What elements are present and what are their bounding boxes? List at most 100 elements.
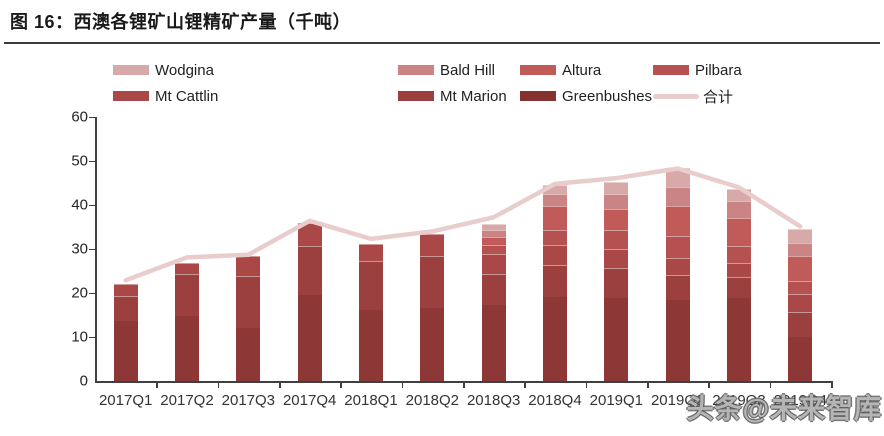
- y-axis-tick: [89, 292, 95, 294]
- legend-label: Altura: [562, 61, 602, 79]
- legend-line-swatch: [653, 93, 699, 99]
- legend-color-swatch: [113, 91, 149, 101]
- bar-segment: [543, 229, 567, 245]
- legend-label: Pilbara: [695, 61, 742, 79]
- legend-label: 合计: [703, 88, 734, 106]
- bar-segment: [665, 299, 690, 381]
- y-axis-label: 0: [79, 372, 88, 390]
- bar-segment: [297, 246, 322, 295]
- bar-segment: [543, 185, 567, 195]
- bar-segment: [665, 205, 690, 237]
- bar-segment: [297, 222, 322, 247]
- y-axis-tick: [89, 160, 95, 162]
- bar-segment: [175, 315, 199, 381]
- bar-segment: [481, 237, 506, 245]
- watermark: 头条@未来智库: [686, 394, 882, 424]
- bar-segment: [665, 168, 690, 188]
- y-axis-tick: [89, 204, 95, 206]
- bar-segment: [113, 320, 138, 381]
- x-axis-line: [95, 381, 833, 383]
- x-axis-tick: [463, 383, 465, 388]
- bar-segment: [788, 311, 813, 337]
- bar-segment: [665, 274, 690, 300]
- x-axis-tick: [340, 383, 342, 388]
- legend-color-swatch: [113, 65, 149, 75]
- bar-segment: [604, 194, 629, 209]
- bar-segment: [665, 187, 690, 206]
- x-axis-label: 2018Q1: [344, 392, 398, 409]
- x-axis-label: 2017Q3: [221, 392, 276, 409]
- bar-segment: [175, 263, 199, 274]
- legend-item-wodgina: Wodgina: [113, 61, 214, 79]
- bar-segment: [788, 294, 813, 312]
- bar-segment: [359, 243, 383, 262]
- x-axis-tick: [401, 383, 404, 388]
- bar-segment: [604, 229, 629, 249]
- legend-color-swatch: [398, 65, 434, 75]
- bar-segment: [236, 328, 261, 381]
- bar-segment: [420, 307, 445, 381]
- x-axis-label: 2017Q2: [160, 392, 214, 409]
- bar-segment: [359, 309, 383, 381]
- x-axis-tick: [217, 383, 220, 388]
- bar-segment: [788, 281, 813, 295]
- x-axis-tick: [279, 383, 281, 388]
- bar-segment: [604, 249, 629, 269]
- legend-color-swatch: [520, 65, 556, 75]
- bar-segment: [788, 256, 813, 282]
- x-axis-label: 2018Q2: [405, 392, 460, 409]
- legend-item-altura: Altura: [520, 61, 601, 79]
- bar-segment: [481, 223, 506, 230]
- bar-segment: [481, 244, 506, 254]
- legend-item-pilbara: Pilbara: [653, 61, 742, 79]
- legend-label: Wodgina: [155, 61, 214, 79]
- bar-segment: [543, 205, 567, 230]
- y-axis-label: 20: [71, 284, 88, 302]
- legend-label: Mt Cattlin: [155, 87, 219, 105]
- bar-segment: [604, 297, 629, 381]
- bar-segment: [543, 244, 567, 265]
- legend-item-mt-marion: Mt Marion: [398, 87, 507, 105]
- bar-segment: [727, 262, 751, 277]
- x-axis-label: 2017Q1: [98, 392, 153, 409]
- bar-segment: [481, 304, 506, 381]
- legend-label: Bald Hill: [440, 61, 496, 79]
- legend-item-bald-hill: Bald Hill: [398, 61, 495, 79]
- bar-segment: [604, 181, 629, 195]
- y-axis-tick: [89, 248, 95, 250]
- y-axis-label: 40: [71, 196, 88, 214]
- bar-segment: [727, 188, 751, 202]
- y-axis-label: 10: [71, 328, 88, 346]
- legend-label: Greenbushes: [562, 87, 653, 105]
- y-axis-tick: [89, 336, 95, 338]
- bar-segment: [727, 276, 751, 298]
- legend-color-swatch: [653, 65, 689, 75]
- y-axis-line: [95, 117, 97, 381]
- bar-segment: [420, 256, 445, 308]
- x-axis-tick: [585, 383, 588, 388]
- x-axis-tick: [708, 383, 710, 388]
- bar-segment: [788, 242, 813, 257]
- bar-segment: [788, 228, 813, 243]
- x-axis-label: 2019Q3: [712, 392, 766, 409]
- x-axis-label: 2019Q2: [650, 392, 705, 409]
- legend-color-swatch: [520, 91, 556, 101]
- legend-item-mt-cattlin: Mt Cattlin: [113, 87, 218, 105]
- bar-segment: [543, 264, 567, 297]
- bar-segment: [727, 217, 751, 247]
- legend-color-swatch: [398, 91, 434, 101]
- x-axis-tick: [524, 383, 526, 388]
- legend-label: Mt Marion: [440, 87, 507, 105]
- x-axis-tick: [769, 383, 772, 388]
- bar-segment: [236, 276, 261, 329]
- legend-item-合计: 合计: [653, 87, 734, 106]
- y-axis-label: 30: [71, 240, 88, 258]
- y-axis-label: 60: [71, 108, 88, 126]
- legend-item-greenbushes: Greenbushes: [520, 87, 652, 105]
- x-axis-tick: [831, 383, 833, 388]
- bar-segment: [359, 261, 383, 310]
- figure-title: 图 16：西澳各锂矿山锂精矿产量（千吨）: [10, 12, 352, 32]
- bar-segment: [727, 297, 751, 381]
- bar-segment: [604, 268, 629, 298]
- x-axis-tick: [647, 383, 649, 388]
